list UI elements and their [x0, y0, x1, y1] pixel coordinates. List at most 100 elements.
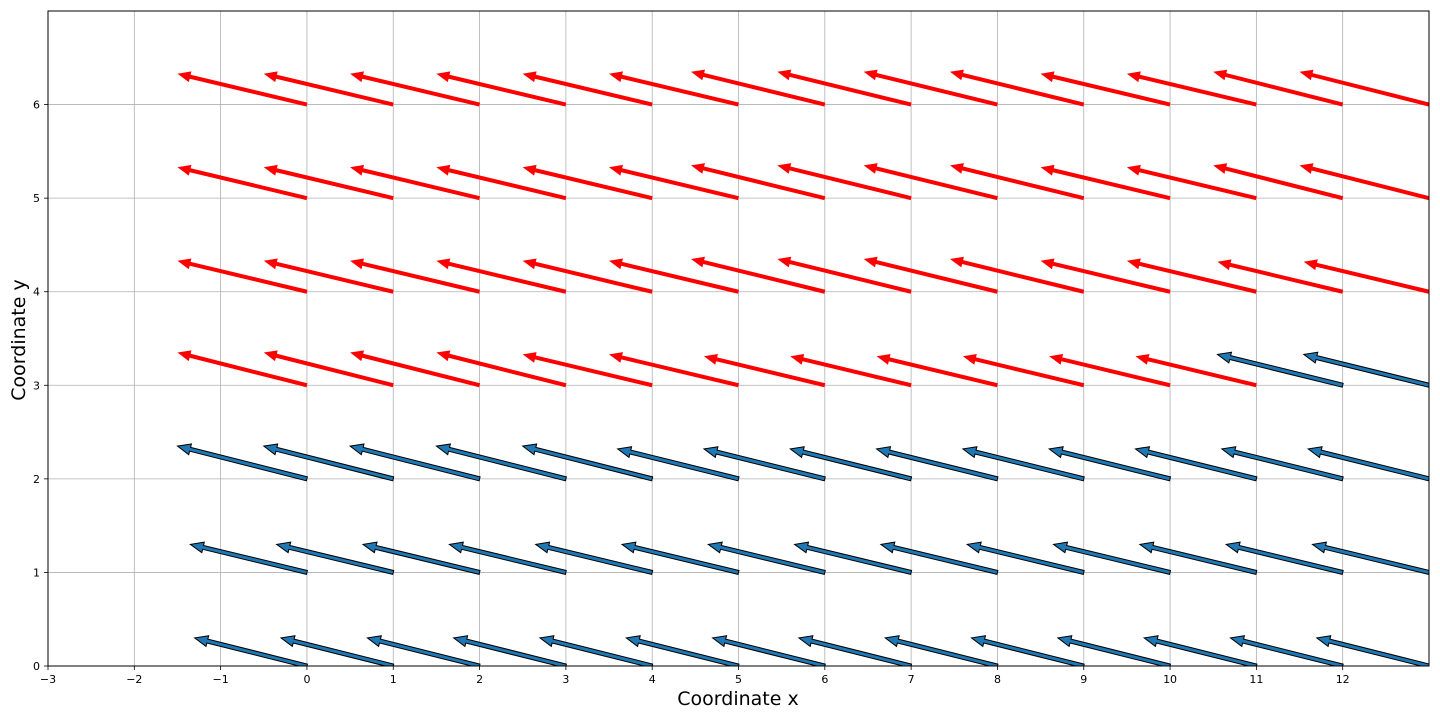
- y-axis-title: Coordinate y: [8, 279, 30, 400]
- red-arrow: [436, 350, 567, 388]
- x-tick-label: 6: [821, 673, 828, 686]
- blue-arrow: [176, 443, 309, 482]
- blue-arrow: [970, 635, 1085, 666]
- blue-arrow: [1220, 446, 1344, 482]
- y-tick-label: 6: [33, 99, 40, 112]
- blue-arrow: [961, 446, 1085, 482]
- x-tick-label: −1: [213, 673, 229, 686]
- x-tick-label: −3: [40, 673, 56, 686]
- red-arrow: [522, 258, 653, 294]
- blue-arrow: [361, 541, 481, 576]
- red-arrow: [1040, 258, 1171, 294]
- red-arrow: [177, 258, 308, 294]
- red-arrow: [1049, 354, 1171, 388]
- x-tick-label: 4: [649, 673, 656, 686]
- blue-arrow: [189, 541, 308, 576]
- blue-arrow: [1052, 541, 1172, 576]
- red-arrow: [1213, 163, 1344, 201]
- blue-arrow: [879, 541, 999, 576]
- blue-arrow: [793, 541, 913, 576]
- red-arrow: [609, 258, 739, 294]
- red-arrow: [691, 256, 826, 294]
- blue-arrow: [521, 443, 654, 482]
- blue-arrow: [965, 541, 1085, 576]
- blue-arrow: [702, 446, 826, 482]
- x-tick-label: 3: [562, 673, 569, 686]
- red-arrow: [522, 71, 653, 107]
- y-tick-label: 3: [33, 379, 40, 392]
- red-arrow: [962, 354, 1085, 388]
- blue-arrow: [452, 635, 568, 666]
- x-tick-label: 7: [908, 673, 915, 686]
- red-arrow: [777, 69, 912, 107]
- grid-lines: [47, 11, 1429, 667]
- x-axis-title: Coordinate x: [677, 688, 798, 710]
- blue-arrow: [1138, 541, 1258, 576]
- x-tick-label: 0: [303, 673, 310, 686]
- red-arrow: [1213, 69, 1344, 107]
- blue-arrow: [883, 635, 999, 666]
- y-tick-label: 5: [33, 192, 40, 205]
- red-arrow: [777, 163, 912, 201]
- red-arrow: [350, 164, 480, 201]
- blue-arrow: [435, 443, 568, 482]
- x-tick-label: 8: [994, 673, 1001, 686]
- blue-arrow: [620, 541, 740, 576]
- x-tick-label: 9: [1080, 673, 1087, 686]
- red-arrow: [777, 256, 912, 294]
- red-arrow: [1040, 71, 1171, 107]
- red-arrow: [1040, 164, 1171, 201]
- red-arrow: [1126, 164, 1257, 201]
- red-arrow: [436, 71, 567, 107]
- blue-arrow: [262, 443, 395, 482]
- red-arrow: [1217, 259, 1344, 294]
- blue-arrow: [875, 446, 999, 482]
- blue-arrow: [275, 541, 395, 576]
- y-tick-label: 2: [33, 473, 40, 486]
- arrows: [176, 69, 1429, 666]
- red-arrow: [522, 164, 653, 201]
- blue-arrow: [1142, 635, 1258, 666]
- red-arrow: [350, 71, 480, 107]
- red-arrow: [1126, 258, 1257, 294]
- red-arrow: [691, 163, 826, 201]
- blue-arrow: [1302, 351, 1429, 388]
- red-arrow: [350, 258, 480, 294]
- red-arrow: [704, 354, 826, 388]
- x-tick-label: 10: [1163, 673, 1177, 686]
- blue-arrow: [1311, 541, 1429, 576]
- blue-arrow: [279, 635, 395, 666]
- red-arrow: [263, 350, 394, 388]
- red-arrow: [263, 71, 394, 107]
- red-arrow: [522, 352, 653, 388]
- red-arrow: [436, 258, 567, 294]
- red-arrow: [950, 256, 1085, 294]
- blue-arrow: [366, 635, 481, 666]
- red-arrow: [436, 164, 567, 201]
- red-arrow: [263, 164, 394, 201]
- red-arrow: [177, 164, 308, 201]
- x-tick-label: 5: [735, 673, 742, 686]
- x-tick-label: 11: [1249, 673, 1263, 686]
- blue-arrow: [1216, 351, 1344, 388]
- red-arrow: [863, 256, 998, 294]
- blue-arrow: [1306, 446, 1429, 482]
- blue-arrow: [193, 635, 309, 666]
- red-arrow: [1126, 71, 1257, 107]
- red-arrow: [863, 69, 998, 107]
- blue-arrow: [711, 635, 826, 666]
- red-arrow: [177, 350, 308, 388]
- red-arrow: [691, 69, 826, 107]
- red-arrow: [177, 71, 308, 107]
- x-tick-label: 1: [390, 673, 397, 686]
- red-arrow: [1303, 259, 1429, 294]
- red-arrow: [876, 354, 998, 388]
- y-tick-label: 4: [33, 286, 40, 299]
- red-arrow: [609, 164, 739, 201]
- x-tick-label: 12: [1336, 673, 1350, 686]
- red-arrow: [950, 163, 1085, 201]
- blue-arrow: [1056, 635, 1172, 666]
- blue-arrow: [789, 446, 913, 482]
